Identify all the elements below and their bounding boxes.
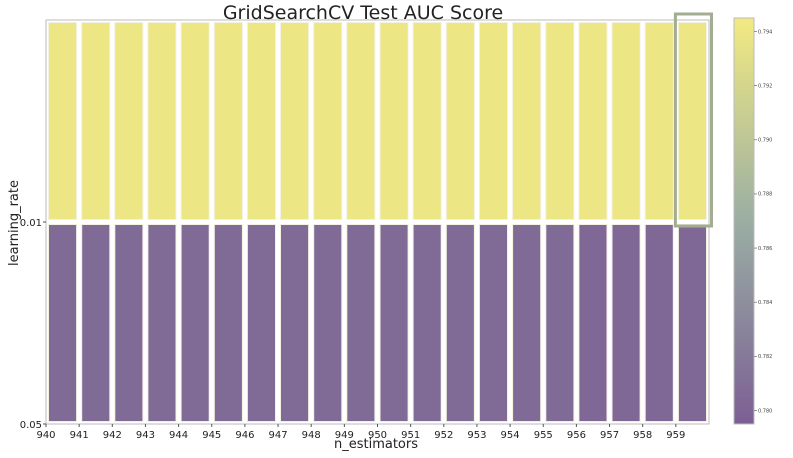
heatmap-cell (180, 224, 210, 422)
heatmap-cell (81, 22, 111, 220)
heatmap-cell (379, 22, 409, 220)
x-tick-label: 942 (103, 430, 122, 441)
x-tick-label: 951 (401, 430, 420, 441)
heatmap-cell (445, 224, 475, 422)
best-cell-highlight (673, 12, 714, 228)
colorbar-tick-label: 0.790 (758, 138, 772, 144)
y-axis: 0.01 0.05 (20, 218, 46, 431)
heatmap-cell (512, 224, 542, 422)
x-axis-label: n_estimators (334, 437, 418, 452)
heatmap-cell (346, 224, 376, 422)
colorbar-tick-label: 0.784 (758, 300, 772, 306)
heatmap-cell (213, 22, 243, 220)
heatmap-cell (147, 224, 177, 422)
heatmap-cell (644, 224, 674, 422)
heatmap-cell (48, 22, 78, 220)
heatmap-cell (147, 22, 177, 220)
colorbar-gradient (733, 17, 755, 425)
plot-frame (45, 19, 710, 425)
colorbar-tick-label: 0.792 (758, 83, 772, 89)
colorbar-tick-label: 0.794 (758, 29, 772, 35)
y-tick-label: 0.01 (20, 218, 42, 229)
x-axis: 940 941 942 943 944 945 946 947 948 949 950 951 952 9… (36, 424, 685, 441)
heatmap-cell (611, 22, 641, 220)
heatmap-cell (280, 224, 310, 422)
heatmap-cell (213, 224, 243, 422)
x-tick-label: 950 (368, 430, 387, 441)
heatmap-cell (81, 224, 111, 422)
x-tick-label: 941 (70, 430, 89, 441)
x-tick-label: 952 (434, 430, 453, 441)
heatmap-cell (578, 224, 608, 422)
heatmap-plot-area (45, 12, 714, 425)
x-tick-label: 959 (666, 430, 685, 441)
heatmap-cell (677, 22, 708, 220)
heatmap-cell (478, 22, 508, 220)
y-tick-label: 0.05 (20, 420, 42, 431)
colorbar-tick-label: 0.788 (758, 192, 772, 198)
heatmap-cell (412, 224, 442, 422)
x-tick-label: 947 (269, 430, 288, 441)
x-tick-label: 944 (169, 430, 188, 441)
heatmap-cell (114, 224, 144, 422)
heatmap-cell (114, 22, 144, 220)
heatmap-cell (412, 22, 442, 220)
heatmap-cell (346, 22, 376, 220)
heatmap-cell (313, 224, 343, 422)
x-tick-label: 948 (302, 430, 321, 441)
heatmap-cell (379, 224, 409, 422)
heatmap-cell (445, 22, 475, 220)
heatmap-cell (478, 224, 508, 422)
x-tick-label: 945 (202, 430, 221, 441)
heatmap-cell (545, 22, 575, 220)
x-tick-label: 954 (501, 430, 520, 441)
heatmap-cell (313, 22, 343, 220)
colorbar-tick-label: 0.782 (758, 354, 772, 360)
x-tick-label: 946 (235, 430, 254, 441)
x-tick-label: 956 (567, 430, 586, 441)
heatmap-cell (545, 224, 575, 422)
x-tick-label: 943 (136, 430, 155, 441)
heatmap-cell (48, 224, 78, 422)
heatmap-cell (677, 224, 708, 422)
heatmap-cell (180, 22, 210, 220)
x-tick-label: 940 (36, 430, 55, 441)
x-tick-label: 953 (467, 430, 486, 441)
x-tick-label: 958 (633, 430, 652, 441)
colorbar-tick-label: 0.780 (758, 408, 772, 414)
heatmap-cell (512, 22, 542, 220)
x-tick-label: 957 (600, 430, 619, 441)
colorbar: 0.780 0.782 0.784 0.786 0.788 0.790 0.792 0.794 (733, 17, 772, 425)
heatmap-cell (611, 224, 641, 422)
chart-title: GridSearchCV Test AUC Score (223, 2, 503, 24)
heatmap-cell (246, 224, 276, 422)
heatmap-cell (578, 22, 608, 220)
y-axis-label: learning_rate (7, 180, 22, 266)
heatmap-cell (644, 22, 674, 220)
x-tick-label: 949 (335, 430, 354, 441)
heatmap-cell (246, 22, 276, 220)
colorbar-tick-label: 0.786 (758, 246, 772, 252)
heatmap-cell (280, 22, 310, 220)
x-tick-label: 955 (534, 430, 553, 441)
